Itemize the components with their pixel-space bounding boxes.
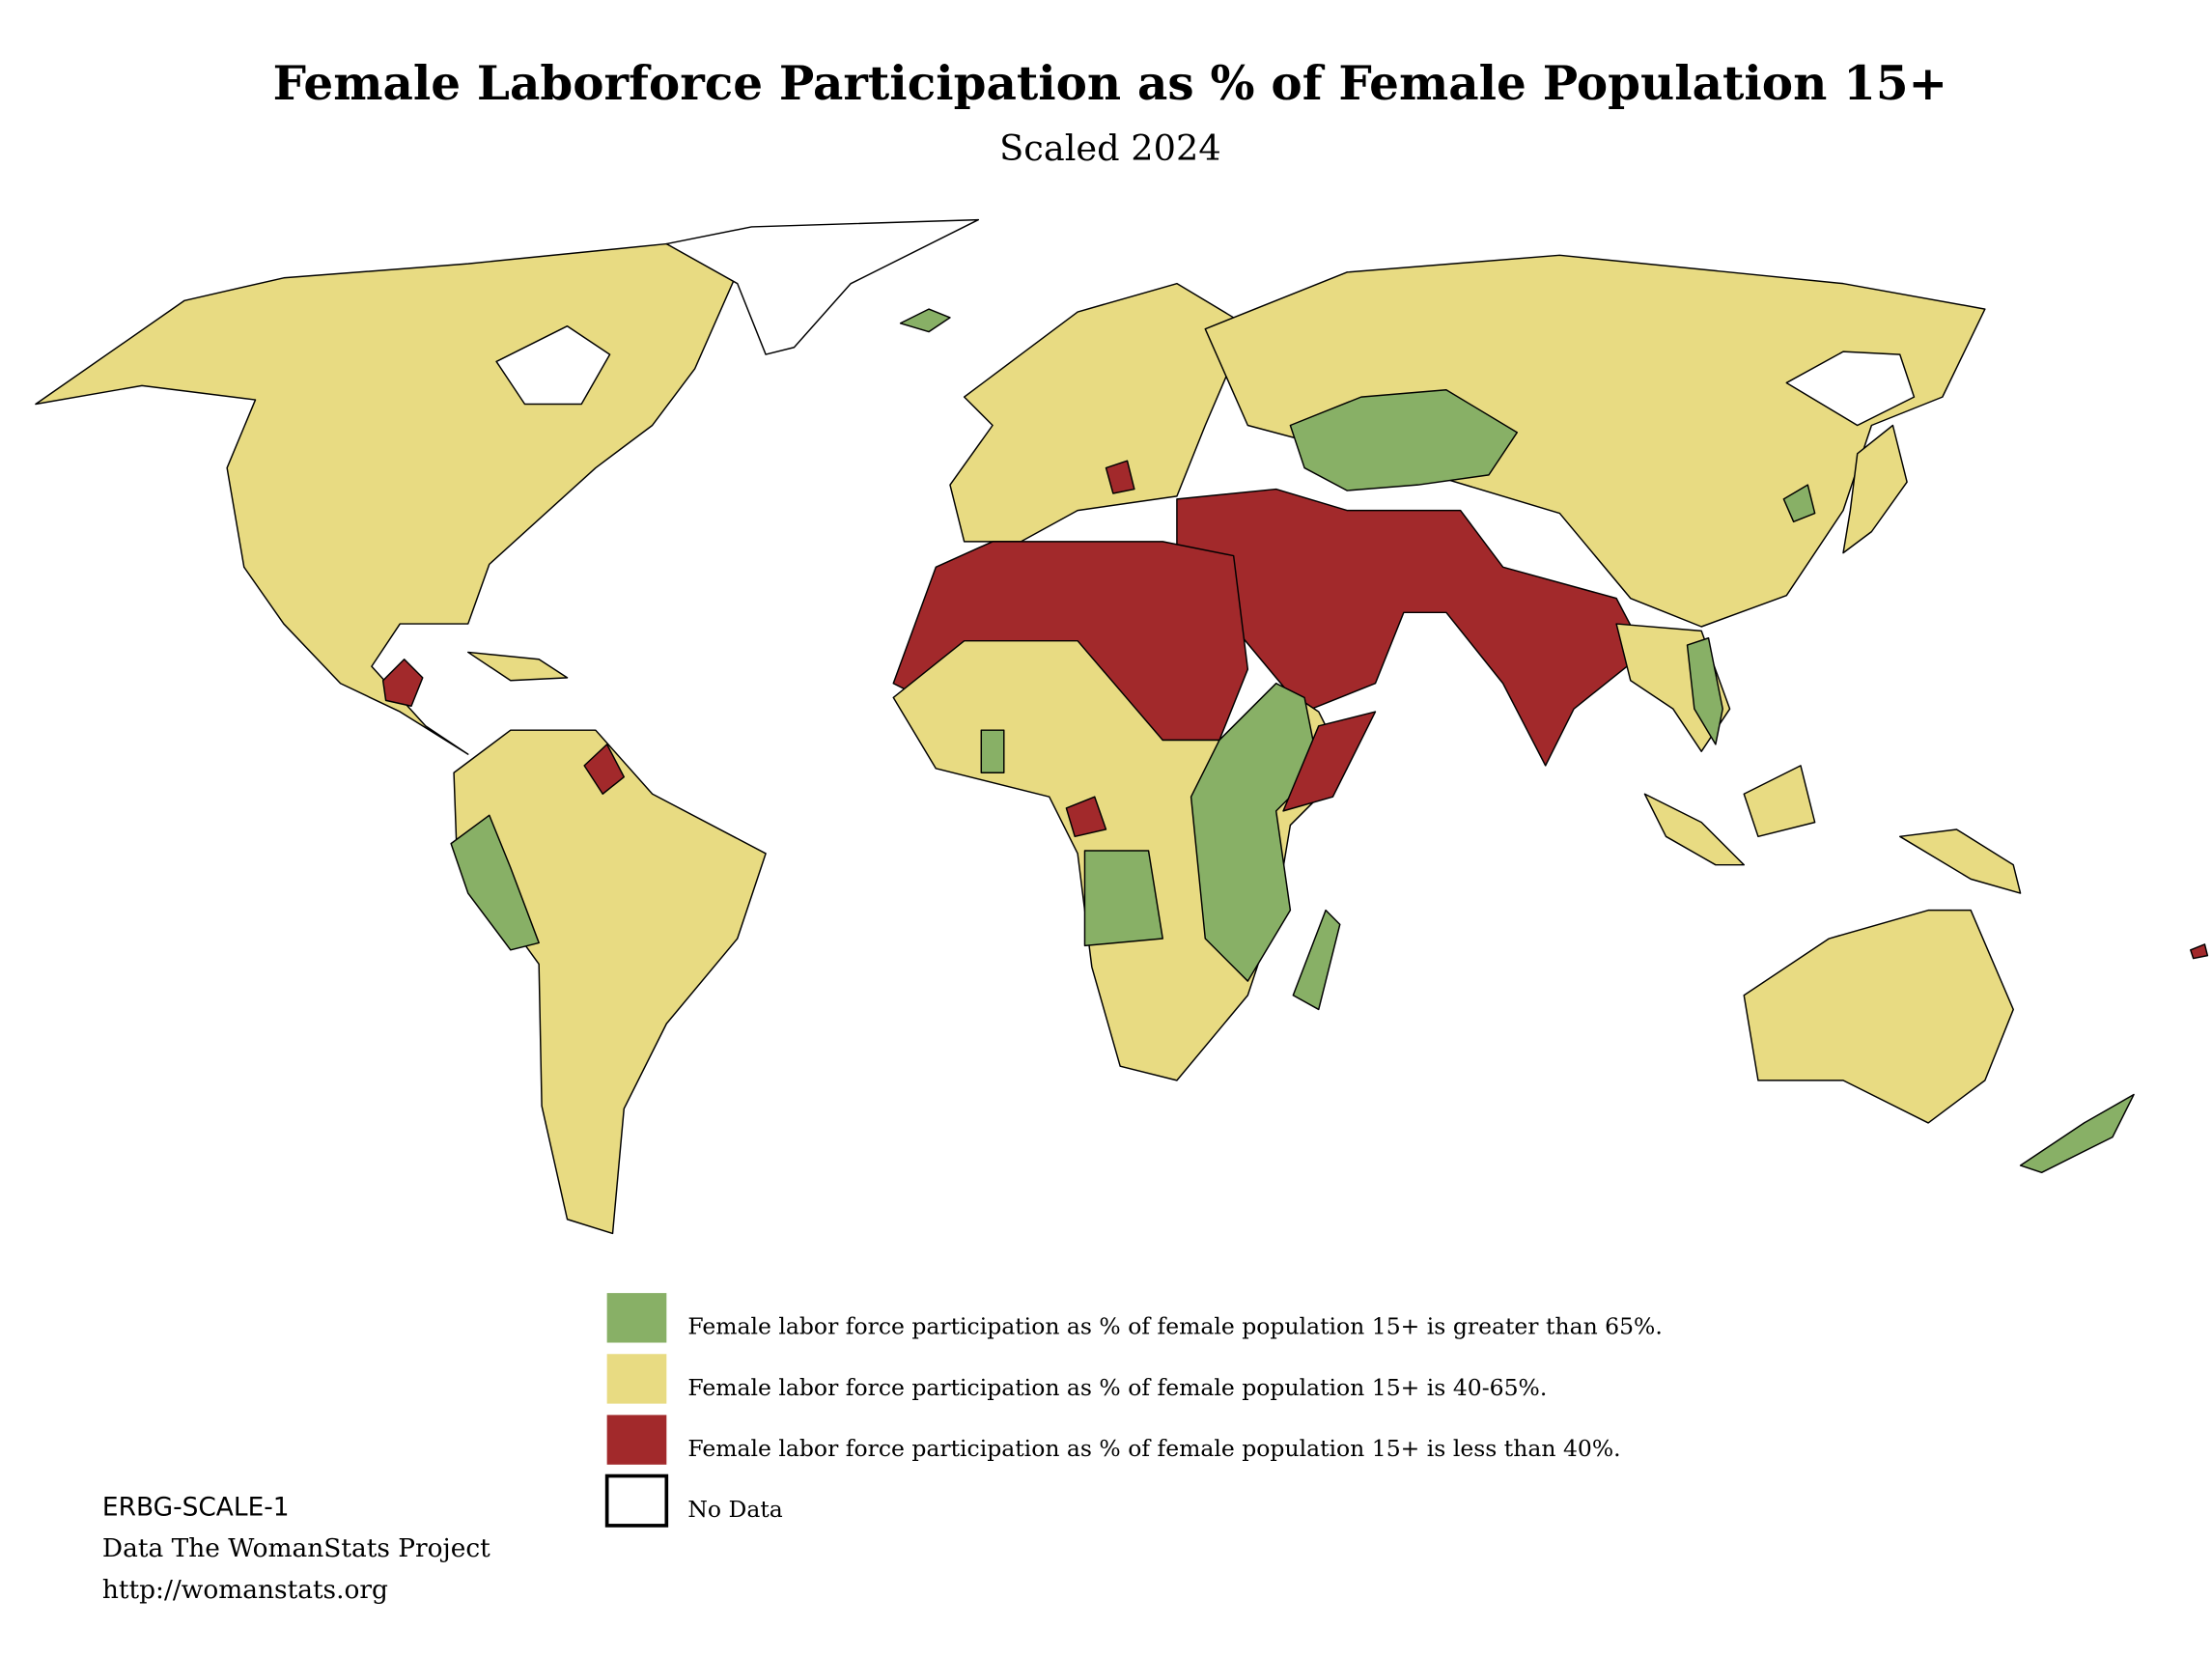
region [467, 651, 569, 682]
legend-label: Female labor force participation as % of… [687, 1435, 1620, 1462]
region [980, 729, 1005, 773]
region [1743, 765, 1816, 838]
region [1190, 682, 1320, 982]
region [1686, 637, 1723, 745]
region [495, 324, 611, 406]
map-title: Female Laborforce Participation as % of … [273, 57, 1948, 111]
legend-label: No Data [687, 1496, 782, 1523]
region [2019, 1093, 2135, 1174]
region [1743, 909, 2014, 1124]
legend-swatch [604, 1474, 669, 1528]
region [1289, 389, 1519, 491]
region [1065, 796, 1107, 838]
region [1282, 711, 1377, 812]
legend-label: Female labor force participation as % of… [687, 1313, 1662, 1340]
region [1782, 484, 1816, 523]
region [1292, 909, 1341, 1011]
legend-swatch [606, 1293, 667, 1343]
world-map [35, 218, 2209, 1235]
region [665, 218, 980, 355]
region [1899, 828, 2022, 894]
legend-label: Female labor force participation as % of… [687, 1374, 1547, 1401]
region [2190, 943, 2209, 960]
region [583, 744, 626, 795]
region [1204, 254, 1986, 628]
region [1785, 351, 1916, 427]
legend: Female labor force participation as % of… [604, 1293, 1663, 1528]
region [453, 729, 767, 1235]
map-code: ERBG-SCALE-1 [102, 1493, 290, 1523]
region [1083, 850, 1163, 947]
legend-swatch [606, 1415, 667, 1465]
region [1842, 424, 1908, 554]
data-source: Data The WomanStats Project [102, 1533, 490, 1563]
region [381, 659, 424, 707]
region [1643, 793, 1745, 866]
region [1105, 460, 1135, 494]
map-subtitle: Scaled 2024 [999, 127, 1221, 169]
region [450, 814, 540, 951]
source-url: http://womanstats.org [102, 1575, 388, 1605]
region [899, 308, 951, 333]
legend-swatch [606, 1354, 667, 1404]
